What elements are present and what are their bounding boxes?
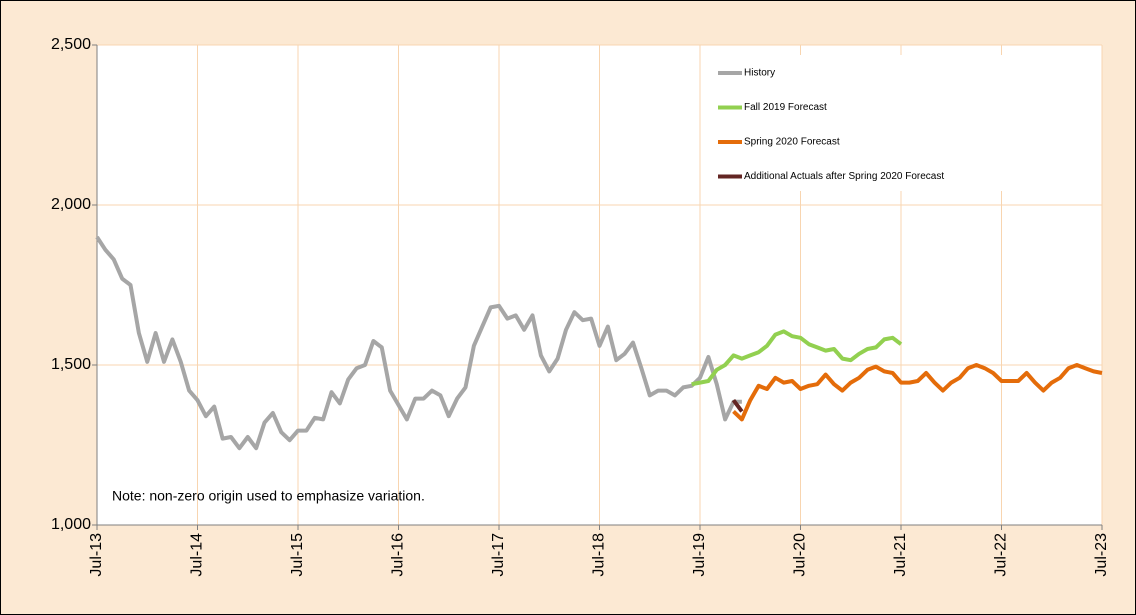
y-tick-label: 1,000 bbox=[51, 516, 91, 533]
x-tick-label: Jul-16 bbox=[390, 533, 407, 577]
y-tick-label: 2,500 bbox=[51, 36, 91, 53]
note: Note: non-zero origin used to emphasize … bbox=[112, 488, 425, 504]
legend-label: Fall 2019 Forecast bbox=[744, 102, 827, 113]
legend-label: Spring 2020 Forecast bbox=[744, 137, 840, 148]
x-tick-label: Jul-23 bbox=[1093, 533, 1110, 577]
grid bbox=[92, 44, 1103, 530]
legend-label: Additional Actuals after Spring 2020 For… bbox=[744, 171, 944, 182]
x-tick-label: Jul-19 bbox=[691, 533, 708, 577]
legend-box bbox=[705, 55, 1045, 191]
x-tick-label: Jul-13 bbox=[88, 533, 105, 577]
x-tick-label: Jul-15 bbox=[289, 533, 306, 577]
y-tick-label: 1,500 bbox=[51, 356, 91, 373]
x-tick-label: Jul-20 bbox=[792, 533, 809, 577]
legend: History Fall 2019 Forecast Spring 2020 For… bbox=[705, 55, 1045, 191]
axis-labels: 1,000 1,500 2,000 2,500 Jul-13 Jul-14 Jul-15 Ju… bbox=[51, 36, 1110, 576]
x-tick-label: Jul-21 bbox=[892, 533, 909, 577]
series-line bbox=[731, 399, 744, 413]
series-line bbox=[691, 329, 903, 387]
y-tick-label: 2,000 bbox=[51, 196, 91, 213]
x-tick-label: Jul-22 bbox=[993, 533, 1010, 577]
x-tick-label: Jul-18 bbox=[591, 533, 608, 577]
series-line bbox=[732, 363, 1103, 422]
x-tick-label: Jul-17 bbox=[490, 533, 507, 577]
legend-label: History bbox=[744, 68, 775, 79]
series-line bbox=[95, 235, 742, 451]
series-lines bbox=[95, 235, 1103, 451]
x-tick-label: Jul-14 bbox=[189, 533, 206, 577]
